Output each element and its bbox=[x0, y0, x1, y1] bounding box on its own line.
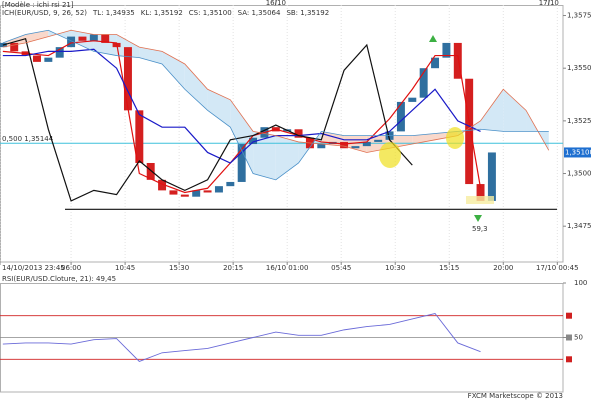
cloud bbox=[412, 133, 436, 145]
candle bbox=[487, 152, 496, 201]
candle bbox=[123, 47, 132, 111]
legend-entry: KL: 1,35192 bbox=[141, 9, 183, 17]
rsi-title: RSI(EUR/USD.Cloture, 21): 49,45 bbox=[2, 275, 116, 283]
cloud bbox=[207, 89, 231, 128]
footer: FXCM Marketscope © 2013 bbox=[468, 392, 563, 400]
rsi-level-marker bbox=[566, 334, 572, 341]
cloud bbox=[480, 89, 504, 132]
legend-entry: SB: 1,35192 bbox=[286, 9, 329, 17]
x-tick-label: 05:45 bbox=[331, 264, 351, 272]
candle bbox=[374, 139, 383, 142]
level-label: 0,500 1,35144 bbox=[2, 135, 54, 143]
x-tick-label: 15:30 bbox=[169, 264, 189, 272]
cloud bbox=[275, 135, 299, 180]
top-tick-label: 17/10 bbox=[539, 0, 559, 7]
signal-arrow bbox=[474, 215, 482, 222]
cloud bbox=[116, 34, 140, 58]
series-line bbox=[2, 48, 481, 164]
candle bbox=[294, 129, 303, 138]
highlight-circle bbox=[379, 142, 401, 168]
x-tick-label: 10:30 bbox=[385, 264, 405, 272]
series-line bbox=[2, 37, 413, 202]
candle bbox=[67, 36, 76, 48]
main-plot-frame bbox=[0, 5, 564, 263]
highlight-box bbox=[466, 196, 494, 204]
candle bbox=[32, 55, 41, 62]
candle bbox=[180, 194, 189, 197]
cloud bbox=[503, 89, 527, 132]
x-tick-label: 16/10 01:00 bbox=[266, 264, 309, 272]
candle bbox=[135, 110, 144, 163]
candle bbox=[203, 190, 212, 193]
candle bbox=[396, 101, 405, 132]
candle bbox=[89, 34, 98, 41]
rsi-level-marker bbox=[566, 356, 572, 363]
legend-entry: SA: 1,35064 bbox=[238, 9, 281, 17]
series-line bbox=[2, 313, 481, 363]
cloud bbox=[230, 99, 254, 174]
x-tick-label: 15:15 bbox=[439, 264, 459, 272]
candle bbox=[78, 36, 87, 41]
y-tick-label: 1,3500 bbox=[567, 170, 591, 178]
candle bbox=[192, 190, 201, 197]
cloud bbox=[184, 63, 208, 111]
candle bbox=[408, 97, 417, 102]
candle bbox=[158, 179, 167, 191]
series-line bbox=[2, 40, 482, 194]
legend-entry: CS: 1,35100 bbox=[189, 9, 232, 17]
top-tick-label: 16/10 bbox=[266, 0, 286, 7]
legend-entry: TL: 1,34935 bbox=[92, 9, 135, 17]
cloud bbox=[93, 34, 117, 56]
candle bbox=[351, 146, 360, 149]
x-tick-label: 20:00 bbox=[493, 264, 513, 272]
chart-title: [Modèle : ichi rsi 21] bbox=[2, 1, 74, 9]
candle bbox=[101, 34, 110, 43]
candle bbox=[442, 42, 451, 58]
y-tick-label: 1,3525 bbox=[567, 117, 591, 125]
candle bbox=[431, 57, 440, 69]
price-label: 1,35100 bbox=[565, 148, 591, 156]
y-tick-label: 1,3575 bbox=[567, 12, 591, 20]
candle bbox=[10, 42, 19, 52]
candle bbox=[340, 141, 349, 149]
candle bbox=[249, 137, 258, 145]
x-tick-label: 06:00 bbox=[61, 264, 81, 272]
rsi-level-marker bbox=[566, 312, 572, 319]
candle bbox=[146, 162, 155, 180]
candle bbox=[419, 68, 428, 98]
x-tick-label: 17/10 00:45 bbox=[536, 264, 579, 272]
signal-arrow bbox=[429, 35, 437, 42]
candle bbox=[317, 144, 326, 149]
legend-entry: ICH(EUR/USD, 9, 26, 52) bbox=[2, 9, 87, 17]
candle bbox=[453, 42, 462, 79]
y-tick-label: 1,3550 bbox=[567, 64, 591, 72]
highlight-circle bbox=[446, 127, 464, 149]
candle bbox=[55, 47, 64, 58]
candle bbox=[237, 144, 246, 182]
x-tick-label: 20:15 bbox=[223, 264, 243, 272]
annotation: 59,3 bbox=[472, 225, 488, 233]
candle bbox=[465, 78, 474, 185]
x-tick-label: 10:45 bbox=[115, 264, 135, 272]
y-tick-label: 50 bbox=[574, 334, 583, 342]
candle bbox=[169, 190, 178, 195]
candle bbox=[362, 141, 371, 147]
y-tick-label: 1,3475 bbox=[567, 222, 591, 230]
candle bbox=[226, 181, 235, 187]
cloud bbox=[139, 47, 163, 64]
candle bbox=[44, 57, 53, 62]
y-tick-label: 100 bbox=[574, 279, 587, 287]
candle bbox=[214, 186, 223, 193]
price-box bbox=[564, 147, 591, 158]
x-tick-label: 14/10/2013 23:45 bbox=[2, 264, 65, 272]
candle bbox=[476, 184, 485, 201]
